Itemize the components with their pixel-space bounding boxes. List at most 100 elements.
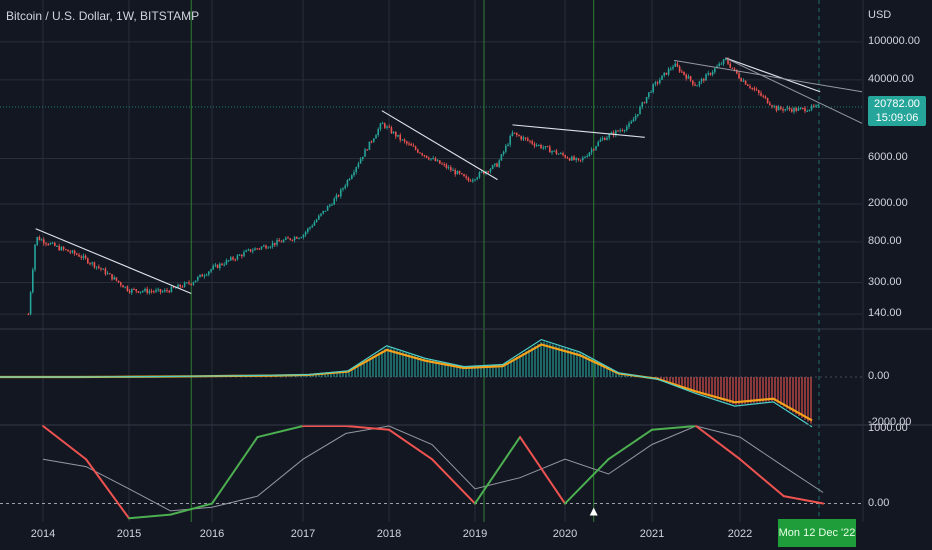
candle-body [179,284,182,287]
osc1-histogram-bar [570,350,572,377]
osc2-main-segment [128,513,172,520]
candle-body [643,102,646,104]
osc1-histogram-bar [531,347,533,377]
candle-body [564,155,567,158]
candle-body [546,146,549,148]
osc1-histogram-bar [351,369,353,377]
candle-body [148,291,151,293]
candle-body [29,292,32,315]
candle-body [738,73,740,79]
osc1-histogram-bar [600,363,602,377]
candle-body [626,126,628,131]
candle-body [161,291,164,293]
candle-body [445,164,448,168]
candle-body [333,198,336,205]
candle-body [421,153,424,156]
osc1-histogram-bar [489,365,491,377]
osc1-histogram-bar [348,371,350,377]
candle-body [617,130,619,132]
osc1-histogram-bar [342,371,344,377]
osc1-histogram-bar [384,348,386,377]
candle-body [194,280,197,283]
osc1-histogram-bar [360,363,362,377]
trendline [725,57,821,93]
osc1-histogram-bar [594,360,596,377]
osc1-histogram-bar [315,374,317,377]
candle-body [480,171,483,173]
candle-body [502,151,505,155]
candle-body [799,107,802,109]
candle-body [98,266,100,268]
candle-body [381,123,384,125]
candle-body [780,106,782,109]
osc1-histogram-bar [744,377,746,404]
candle-body [678,66,681,72]
candle-body [551,151,553,153]
osc1-histogram-bar [405,352,407,377]
osc2-main-segment [519,436,566,505]
candle-body [694,84,696,86]
candle-body [436,160,439,162]
osc1-histogram-bar [738,377,740,405]
osc1-histogram-bar [522,353,524,377]
osc1-histogram-bar [381,350,383,377]
candle-body [804,107,806,112]
candle-body [758,90,760,93]
candle-body [428,157,430,160]
candle-body [744,80,747,85]
osc1-histogram-bar [792,377,794,413]
candle-body [463,174,465,177]
candle-body [56,245,58,247]
trendline [381,110,498,181]
candle-body [265,245,267,249]
osc1-histogram-bar [435,361,437,377]
candle-body [166,290,168,292]
candle-body [252,250,254,252]
osc1-histogram-bar [786,377,788,409]
candle-body [311,225,314,228]
candle-body [568,158,571,161]
candle-body [813,105,815,107]
candle-body [659,79,661,84]
candle-body [183,282,186,287]
candle-body [540,144,542,149]
osc1-histogram-bar [579,352,581,377]
osc1-histogram-bar [432,360,434,377]
candle-body [808,109,811,111]
osc1-histogram-bar [378,352,380,377]
osc1-histogram-bar [312,374,314,377]
candle-body [670,68,672,70]
osc1-histogram-bar [393,349,395,377]
candle-body [751,87,754,89]
candle-body [676,63,679,67]
price-axis-label: 300.00 [868,275,902,288]
osc1-histogram-bar [708,377,710,397]
candle-body [403,139,406,142]
candle-body [500,154,503,161]
candle-body [45,243,47,245]
candle-body [221,263,223,265]
candle-body [538,144,540,146]
time-axis-label: 2022 [727,528,753,540]
osc1-histogram-bar [777,377,779,404]
candle-body [496,163,498,167]
candle-body [769,103,771,106]
candle-body [656,82,659,84]
candle-body [175,287,177,289]
candle-body [597,141,600,147]
candle-body [590,149,593,153]
candle-body [604,138,606,141]
osc1-histogram-bar [366,359,368,377]
osc1-histogram-bar [528,349,530,377]
candle-body [733,68,736,70]
candle-body [359,159,362,164]
candle-body [192,282,195,285]
candle-body [555,150,558,154]
candle-body [465,176,468,178]
candle-body [164,290,166,292]
candle-body [285,237,287,240]
osc1-histogram-bar [690,377,692,391]
candle-body [353,172,355,176]
osc1-histogram-bar [597,361,599,377]
